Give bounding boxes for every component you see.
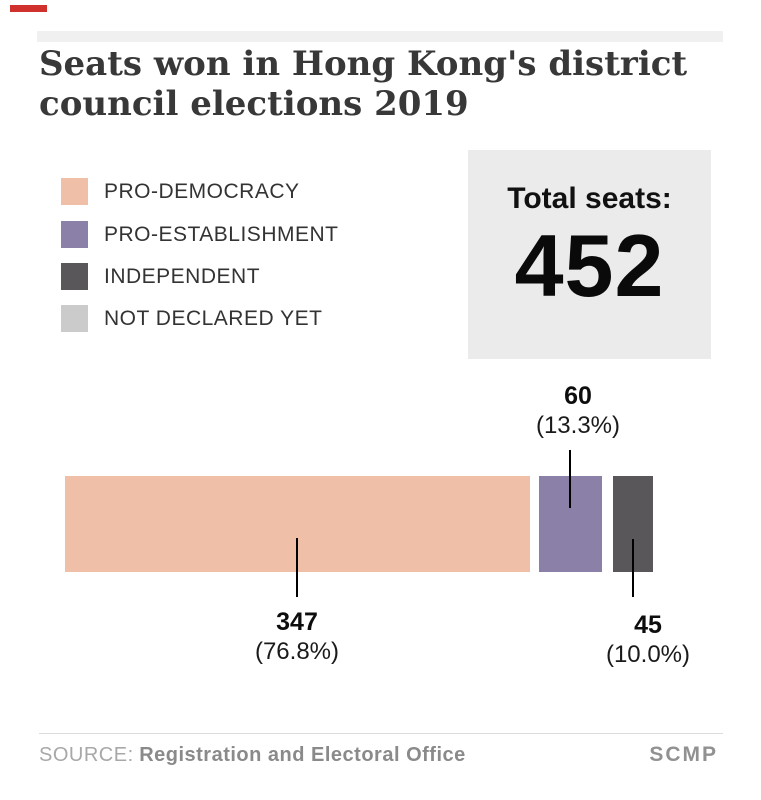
legend-label: PRO-DEMOCRACY bbox=[104, 179, 300, 203]
legend-label: PRO-ESTABLISHMENT bbox=[104, 222, 339, 246]
source-line: SOURCE: Registration and Electoral Offic… bbox=[39, 742, 466, 768]
chart-title-line1: Seats won in Hong Kong's district bbox=[39, 44, 688, 84]
annotation-independent: 45 (10.0%) bbox=[568, 610, 728, 670]
annotation-percent: (10.0%) bbox=[605, 641, 691, 668]
chart-title: Seats won in Hong Kong's district counci… bbox=[39, 44, 739, 124]
legend-label: NOT DECLARED YET bbox=[104, 306, 323, 330]
total-seats-label: Total seats: bbox=[507, 182, 672, 215]
annotation-pro-democracy: 347 (76.8%) bbox=[217, 607, 377, 667]
legend-label: INDEPENDENT bbox=[104, 264, 261, 288]
scmp-logo: SCMP bbox=[649, 743, 718, 766]
callout-line-pro-democracy bbox=[296, 538, 298, 597]
legend-item-pro-democracy: PRO-DEMOCRACY bbox=[61, 178, 300, 205]
source-label: SOURCE: bbox=[39, 744, 134, 766]
legend-item-pro-establishment: PRO-ESTABLISHMENT bbox=[61, 221, 338, 248]
annotation-value: 45 bbox=[634, 611, 662, 639]
not-declared-swatch bbox=[61, 305, 88, 332]
callout-line-pro-establishment bbox=[569, 450, 571, 508]
scmp-red-dash bbox=[10, 5, 47, 12]
annotation-percent: (13.3%) bbox=[535, 412, 621, 439]
callout-line-independent bbox=[632, 539, 634, 597]
chart-title-line2: council elections 2019 bbox=[39, 84, 469, 124]
annotation-pro-establishment: 60 (13.3%) bbox=[498, 381, 658, 441]
total-seats-box: Total seats: 452 bbox=[468, 150, 711, 359]
pro-establishment-swatch bbox=[61, 221, 88, 248]
total-seats-value: 452 bbox=[514, 216, 665, 315]
annotation-value: 347 bbox=[276, 608, 318, 636]
annotation-value: 60 bbox=[564, 382, 592, 410]
legend-item-independent: INDEPENDENT bbox=[61, 263, 260, 290]
pro-democracy-swatch bbox=[61, 178, 88, 205]
annotation-percent: (76.8%) bbox=[254, 638, 340, 665]
independent-swatch bbox=[61, 263, 88, 290]
header-rule bbox=[37, 31, 723, 42]
footer-divider bbox=[39, 733, 723, 734]
source-name: Registration and Electoral Office bbox=[139, 744, 466, 766]
legend-item-not-declared: NOT DECLARED YET bbox=[61, 305, 322, 332]
